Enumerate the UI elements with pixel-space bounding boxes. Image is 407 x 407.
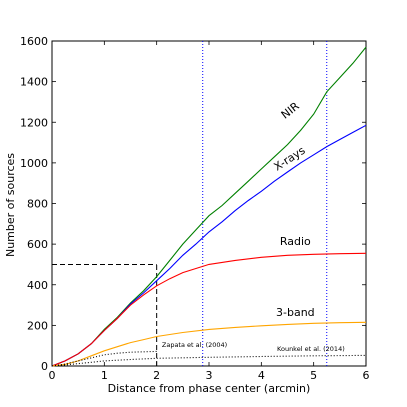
y-tick-label: 800 xyxy=(27,198,48,211)
x-tick-label: 1 xyxy=(101,369,108,382)
y-tick-label: 200 xyxy=(27,319,48,332)
y-axis-label: Number of sources xyxy=(4,153,17,257)
annotation-label: NIR xyxy=(279,99,302,121)
x-tick-label: 5 xyxy=(310,369,317,382)
series-line-0 xyxy=(51,46,367,367)
series-line-5 xyxy=(51,354,367,367)
y-tick-label: 0 xyxy=(41,360,48,373)
annotation-label: 3-band xyxy=(276,306,315,319)
plot-area: 0 1 2 3 4 5 6 0 200 400 600 800 1000 1200 1400 1600 NIR X… xyxy=(20,35,370,382)
series-line-3 xyxy=(51,321,367,367)
x-tick-label: 6 xyxy=(363,369,370,382)
x-tick-label: 0 xyxy=(49,369,56,382)
annotation-label: X-rays xyxy=(272,144,308,174)
y-tick-label: 400 xyxy=(27,279,48,292)
series-line-2 xyxy=(51,252,367,367)
x-tick-label: 3 xyxy=(206,369,213,382)
x-tick-label: 2 xyxy=(153,369,160,382)
x-axis-label: Distance from phase center (arcmin) xyxy=(108,382,311,395)
axes-frame xyxy=(51,40,367,367)
x-tick-label: 4 xyxy=(258,369,265,382)
y-tick-label: 1600 xyxy=(20,35,48,48)
y-tick-label: 600 xyxy=(27,238,48,251)
annotation-label: Zapata et al. (2004) xyxy=(162,341,227,349)
annotation-label: Radio xyxy=(280,235,311,248)
y-tick-label: 1200 xyxy=(20,116,48,129)
y-tick-label: 1400 xyxy=(20,76,48,89)
annotation-label: Kounkel et al. (2014) xyxy=(277,345,345,353)
y-tick-label: 1000 xyxy=(20,157,48,170)
